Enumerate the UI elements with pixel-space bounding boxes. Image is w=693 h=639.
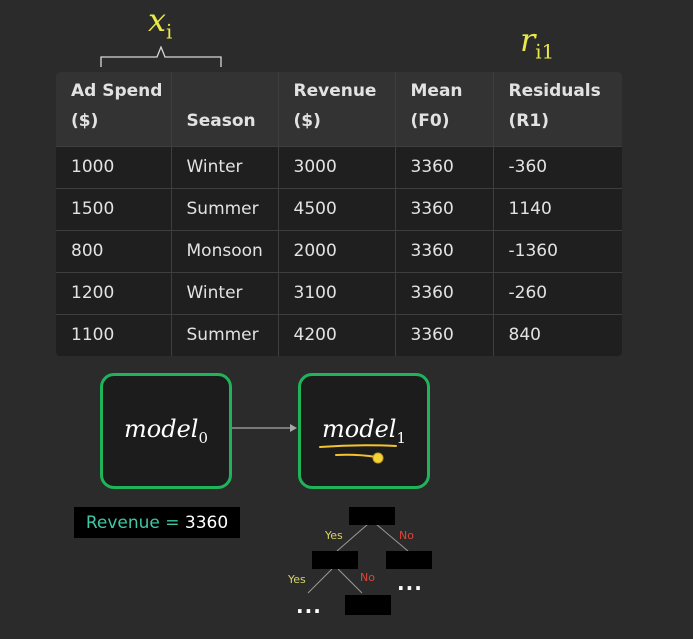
cell-mean: 3360 xyxy=(395,146,494,189)
tree-yes-label: Yes xyxy=(288,573,306,586)
cell-residual: -360 xyxy=(493,146,622,189)
table-header-row: Ad Spend ($) Season Revenue ($) Mean (F0) R… xyxy=(56,72,622,147)
cell-revenue: 3000 xyxy=(278,146,396,189)
tree-ellipsis: ... xyxy=(397,571,423,595)
cell-ad-spend: 1100 xyxy=(56,314,172,356)
model-1-box: model1 xyxy=(298,373,430,489)
cell-ad-spend: 1200 xyxy=(56,272,172,315)
tree-edges xyxy=(307,523,409,594)
header-mean: Mean (F0) xyxy=(395,72,494,147)
tree-root-node xyxy=(349,507,395,525)
cell-residual: 1140 xyxy=(493,188,622,231)
header-season: Season xyxy=(171,72,279,147)
tree-no-label: No xyxy=(360,571,375,584)
cell-revenue: 4500 xyxy=(278,188,396,231)
highlight-underline xyxy=(319,444,397,464)
features-brace xyxy=(100,46,222,67)
cell-season: Winter xyxy=(171,146,279,189)
cell-mean: 3360 xyxy=(395,188,494,231)
model-0-box: model0 xyxy=(100,373,232,489)
decision-tree: Yes No Yes No ... ... xyxy=(280,505,440,618)
cell-ad-spend: 1000 xyxy=(56,146,172,189)
cell-mean: 3360 xyxy=(395,272,494,315)
cell-revenue: 4200 xyxy=(278,314,396,356)
table-row: 1000 Winter 3000 3360 -360 xyxy=(56,146,622,189)
prediction-box: Revenue = 3360 xyxy=(74,507,240,538)
cell-ad-spend: 1500 xyxy=(56,188,172,231)
tree-left-node xyxy=(312,551,358,569)
table-row: 1200 Winter 3100 3360 -260 xyxy=(56,272,622,315)
features-label: xi xyxy=(148,1,173,44)
cell-residual: -260 xyxy=(493,272,622,315)
cell-revenue: 3100 xyxy=(278,272,396,315)
tree-leaf-node xyxy=(345,595,391,615)
cell-season: Winter xyxy=(171,272,279,315)
table-row: 1500 Summer 4500 3360 1140 xyxy=(56,188,622,231)
cell-season: Monsoon xyxy=(171,230,279,273)
cell-mean: 3360 xyxy=(395,230,494,273)
cell-residual: 840 xyxy=(508,325,541,346)
prediction-value: 3360 xyxy=(184,512,229,533)
tree-no-label: No xyxy=(399,529,414,542)
model-arrow xyxy=(232,424,297,432)
header-residuals: Residuals (R1) xyxy=(493,72,622,147)
cell-season: Summer xyxy=(171,188,279,231)
cell-season: Summer xyxy=(171,314,279,356)
residual-label: ri1 xyxy=(520,21,555,64)
data-table: Ad Spend ($) Season Revenue ($) Mean (F0) R… xyxy=(56,72,622,356)
tree-right-node xyxy=(386,551,432,569)
table-row: 1100 Summer 4200 3360 840 xyxy=(56,314,622,356)
tree-yes-label: Yes xyxy=(325,529,343,542)
prediction-label: Revenue = xyxy=(85,512,180,533)
cell-residual: -1360 xyxy=(493,230,622,273)
cell-ad-spend: 800 xyxy=(56,230,172,273)
tree-ellipsis: ... xyxy=(296,594,322,618)
header-revenue: Revenue ($) xyxy=(278,72,396,147)
cell-mean: 3360 xyxy=(395,314,494,356)
cell-revenue: 2000 xyxy=(278,230,396,273)
header-ad-spend: Ad Spend ($) xyxy=(56,72,172,147)
table-row: 800 Monsoon 2000 3360 -1360 xyxy=(56,230,622,273)
